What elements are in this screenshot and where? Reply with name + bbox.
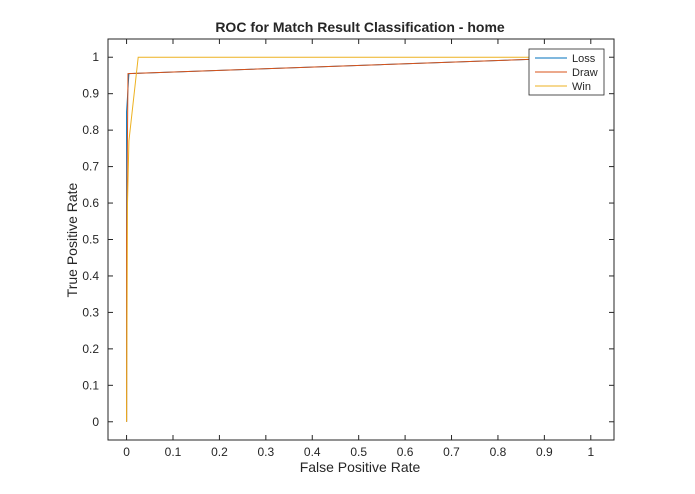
y-tick-label: 0.2: [82, 342, 99, 356]
y-tick-label: 0.6: [82, 196, 99, 210]
chart-title: ROC for Match Result Classification - ho…: [215, 19, 505, 35]
legend: Loss Draw Win: [528, 48, 605, 96]
x-tick-label: 0: [123, 445, 130, 459]
x-axis-ticks: 0 0.1 0.2 0.3 0.4 0.5 0.6 0.7 0.8 0.9 1: [123, 39, 594, 459]
x-tick-label: 0.2: [211, 445, 228, 459]
y-tick-label: 0.9: [82, 87, 99, 101]
y-tick-label: 0.4: [82, 269, 99, 283]
legend-label-loss: Loss: [572, 53, 596, 65]
x-tick-label: 0.9: [536, 445, 553, 459]
x-tick-label: 0.3: [257, 445, 274, 459]
y-axis-label: True Positive Rate: [64, 182, 80, 297]
x-tick-label: 0.8: [490, 445, 507, 459]
x-tick-label: 0.5: [350, 445, 367, 459]
series-line-win: [126, 56, 591, 422]
series-layer: [126, 56, 591, 422]
x-tick-label: 0.6: [397, 445, 414, 459]
y-tick-label: 0.1: [82, 378, 99, 392]
x-axis-label: False Positive Rate: [300, 459, 421, 475]
x-tick-label: 1: [587, 445, 594, 459]
legend-label-win: Win: [572, 81, 591, 93]
y-tick-label: 0.7: [82, 160, 99, 174]
x-tick-label: 0.7: [443, 445, 460, 459]
y-tick-label: 0.8: [82, 123, 99, 137]
x-tick-label: 0.4: [304, 445, 321, 459]
y-axis-ticks: 0 0.1 0.2 0.3 0.4 0.5 0.6 0.7 0.8 0.9 1: [82, 50, 614, 429]
legend-items: Loss Draw Win: [535, 53, 598, 93]
legend-label-draw: Draw: [572, 67, 598, 79]
y-tick-label: 0.3: [82, 305, 99, 319]
y-tick-label: 1: [92, 50, 99, 64]
y-tick-label: 0: [92, 415, 99, 429]
x-tick-label: 0.1: [165, 445, 182, 459]
y-tick-label: 0.5: [82, 233, 99, 247]
